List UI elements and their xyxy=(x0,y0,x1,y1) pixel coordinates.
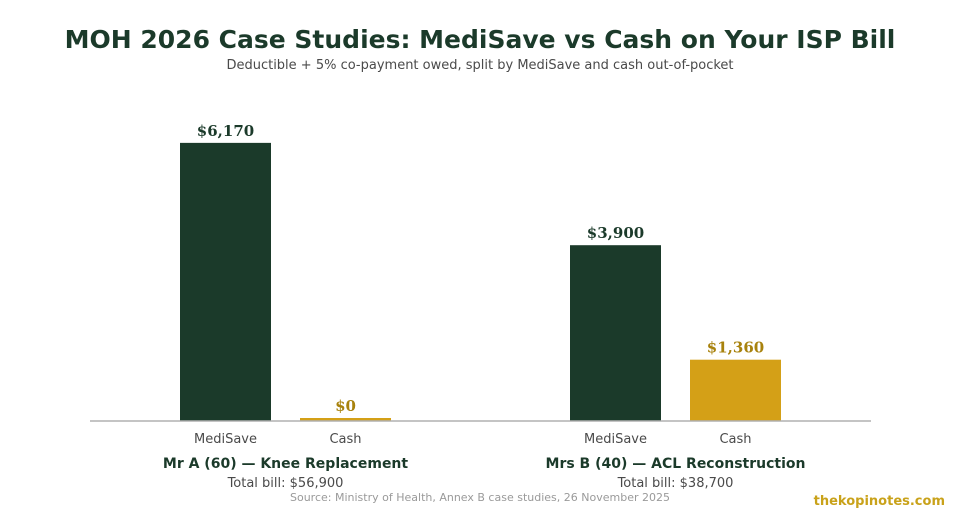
bars-layer: $6,170 MediSave $0 Cash Mr A (60) — Knee Rep… xyxy=(163,122,806,491)
bar-medisave-group-2 xyxy=(570,245,661,421)
chart-subtitle: Deductible + 5% co-payment owed, split b… xyxy=(226,58,733,73)
value-label-cash-group-2: $1,360 xyxy=(707,339,764,357)
value-label-medisave-group-2: $3,900 xyxy=(587,224,644,242)
value-label-cash-group-1: $0 xyxy=(335,397,356,415)
group-total-bill-1: Total bill: $56,900 xyxy=(227,476,344,491)
category-label-cash-group-1: Cash xyxy=(329,432,361,447)
group-label-1: Mr A (60) — Knee Replacement xyxy=(163,456,409,472)
chart-title: MOH 2026 Case Studies: MediSave vs Cash … xyxy=(65,25,896,54)
brand-watermark: thekopinotes.com xyxy=(814,494,945,509)
bar-medisave-group-1 xyxy=(180,142,271,422)
category-label-medisave-group-2: MediSave xyxy=(584,432,647,447)
source-note: Source: Ministry of Health, Annex B case… xyxy=(290,491,670,504)
value-label-medisave-group-1: $6,170 xyxy=(197,122,254,140)
group-label-2: Mrs B (40) — ACL Reconstruction xyxy=(546,456,806,472)
category-label-cash-group-2: Cash xyxy=(719,432,751,447)
bar-cash-group-1 xyxy=(300,418,391,421)
bar-cash-group-2 xyxy=(690,359,781,421)
category-label-medisave-group-1: MediSave xyxy=(194,432,257,447)
group-total-bill-2: Total bill: $38,700 xyxy=(617,476,734,491)
